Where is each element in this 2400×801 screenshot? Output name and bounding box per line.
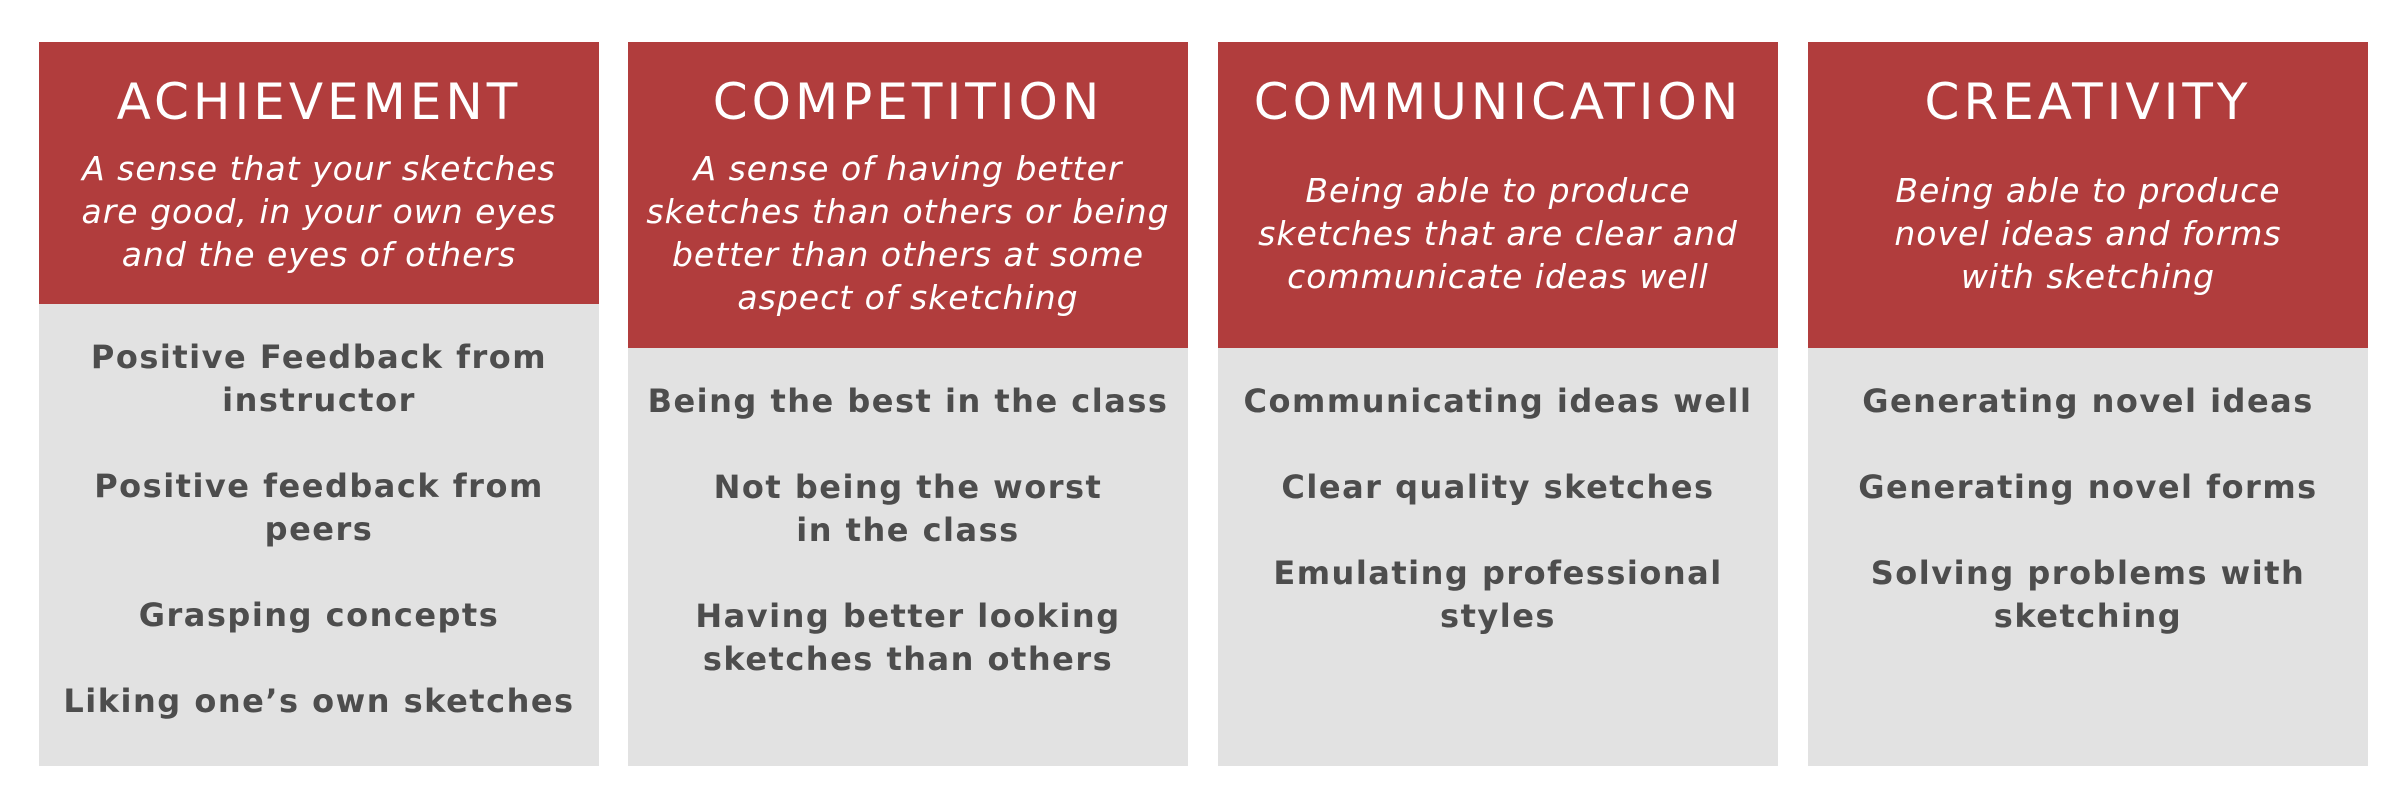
- card-title: CREATIVITY: [1924, 73, 2252, 131]
- card-achievement: ACHIEVEMENT A sense that your sketches a…: [39, 42, 599, 766]
- card-item-list: Being the best in the class Not being th…: [628, 348, 1188, 766]
- card-description-box: Being able to produce sketches that are …: [1218, 136, 1778, 348]
- card-description: Being able to produce novel ideas and fo…: [1894, 170, 2282, 296]
- card-title: COMMUNICATION: [1253, 73, 1743, 131]
- list-item: Clear quality sketches: [1281, 468, 1715, 506]
- card-description-box: A sense that your sketches are good, in …: [39, 136, 599, 304]
- list-item: Generating novel forms: [1858, 468, 2318, 506]
- list-item: Being the best in the class: [647, 382, 1169, 420]
- card-creativity: CREATIVITY Being able to produce novel i…: [1808, 42, 2368, 766]
- card-item-list: Generating novel ideas Generating novel …: [1808, 348, 2368, 766]
- card-header: CREATIVITY Being able to produce novel i…: [1808, 42, 2368, 348]
- list-item: Solving problems with sketching: [1870, 554, 2306, 635]
- list-item: Emulating professional styles: [1273, 554, 1723, 635]
- card-description-box: Being able to produce novel ideas and fo…: [1808, 136, 2368, 348]
- list-item: Grasping concepts: [138, 596, 500, 634]
- card-description: A sense that your sketches are good, in …: [81, 148, 557, 274]
- list-item: Positive feedback from peers: [94, 467, 544, 548]
- card-header: COMMUNICATION Being able to produce sket…: [1218, 42, 1778, 348]
- list-item: Generating novel ideas: [1862, 382, 2314, 420]
- card-competition: COMPETITION A sense of having better ske…: [628, 42, 1188, 766]
- list-item: Having better looking sketches than othe…: [695, 597, 1121, 678]
- card-description: Being able to produce sketches that are …: [1258, 170, 1738, 296]
- card-header: COMPETITION A sense of having better ske…: [628, 42, 1188, 348]
- card-title: COMPETITION: [712, 73, 1104, 131]
- list-item: Communicating ideas well: [1243, 382, 1753, 420]
- card-item-list: Communicating ideas well Clear quality s…: [1218, 348, 1778, 766]
- card-description: A sense of having better sketches than o…: [646, 149, 1170, 317]
- card-communication: COMMUNICATION Being able to produce sket…: [1218, 42, 1778, 766]
- list-item: Positive Feedback from instructor: [90, 338, 548, 419]
- card-header: ACHIEVEMENT A sense that your sketches a…: [39, 42, 599, 304]
- list-item: Liking one’s own sketches: [63, 682, 575, 720]
- card-title: ACHIEVEMENT: [116, 73, 522, 131]
- card-item-list: Positive Feedback from instructor Positi…: [39, 304, 599, 766]
- list-item: Not being the worst in the class: [713, 468, 1103, 549]
- card-description-box: A sense of having better sketches than o…: [628, 136, 1188, 348]
